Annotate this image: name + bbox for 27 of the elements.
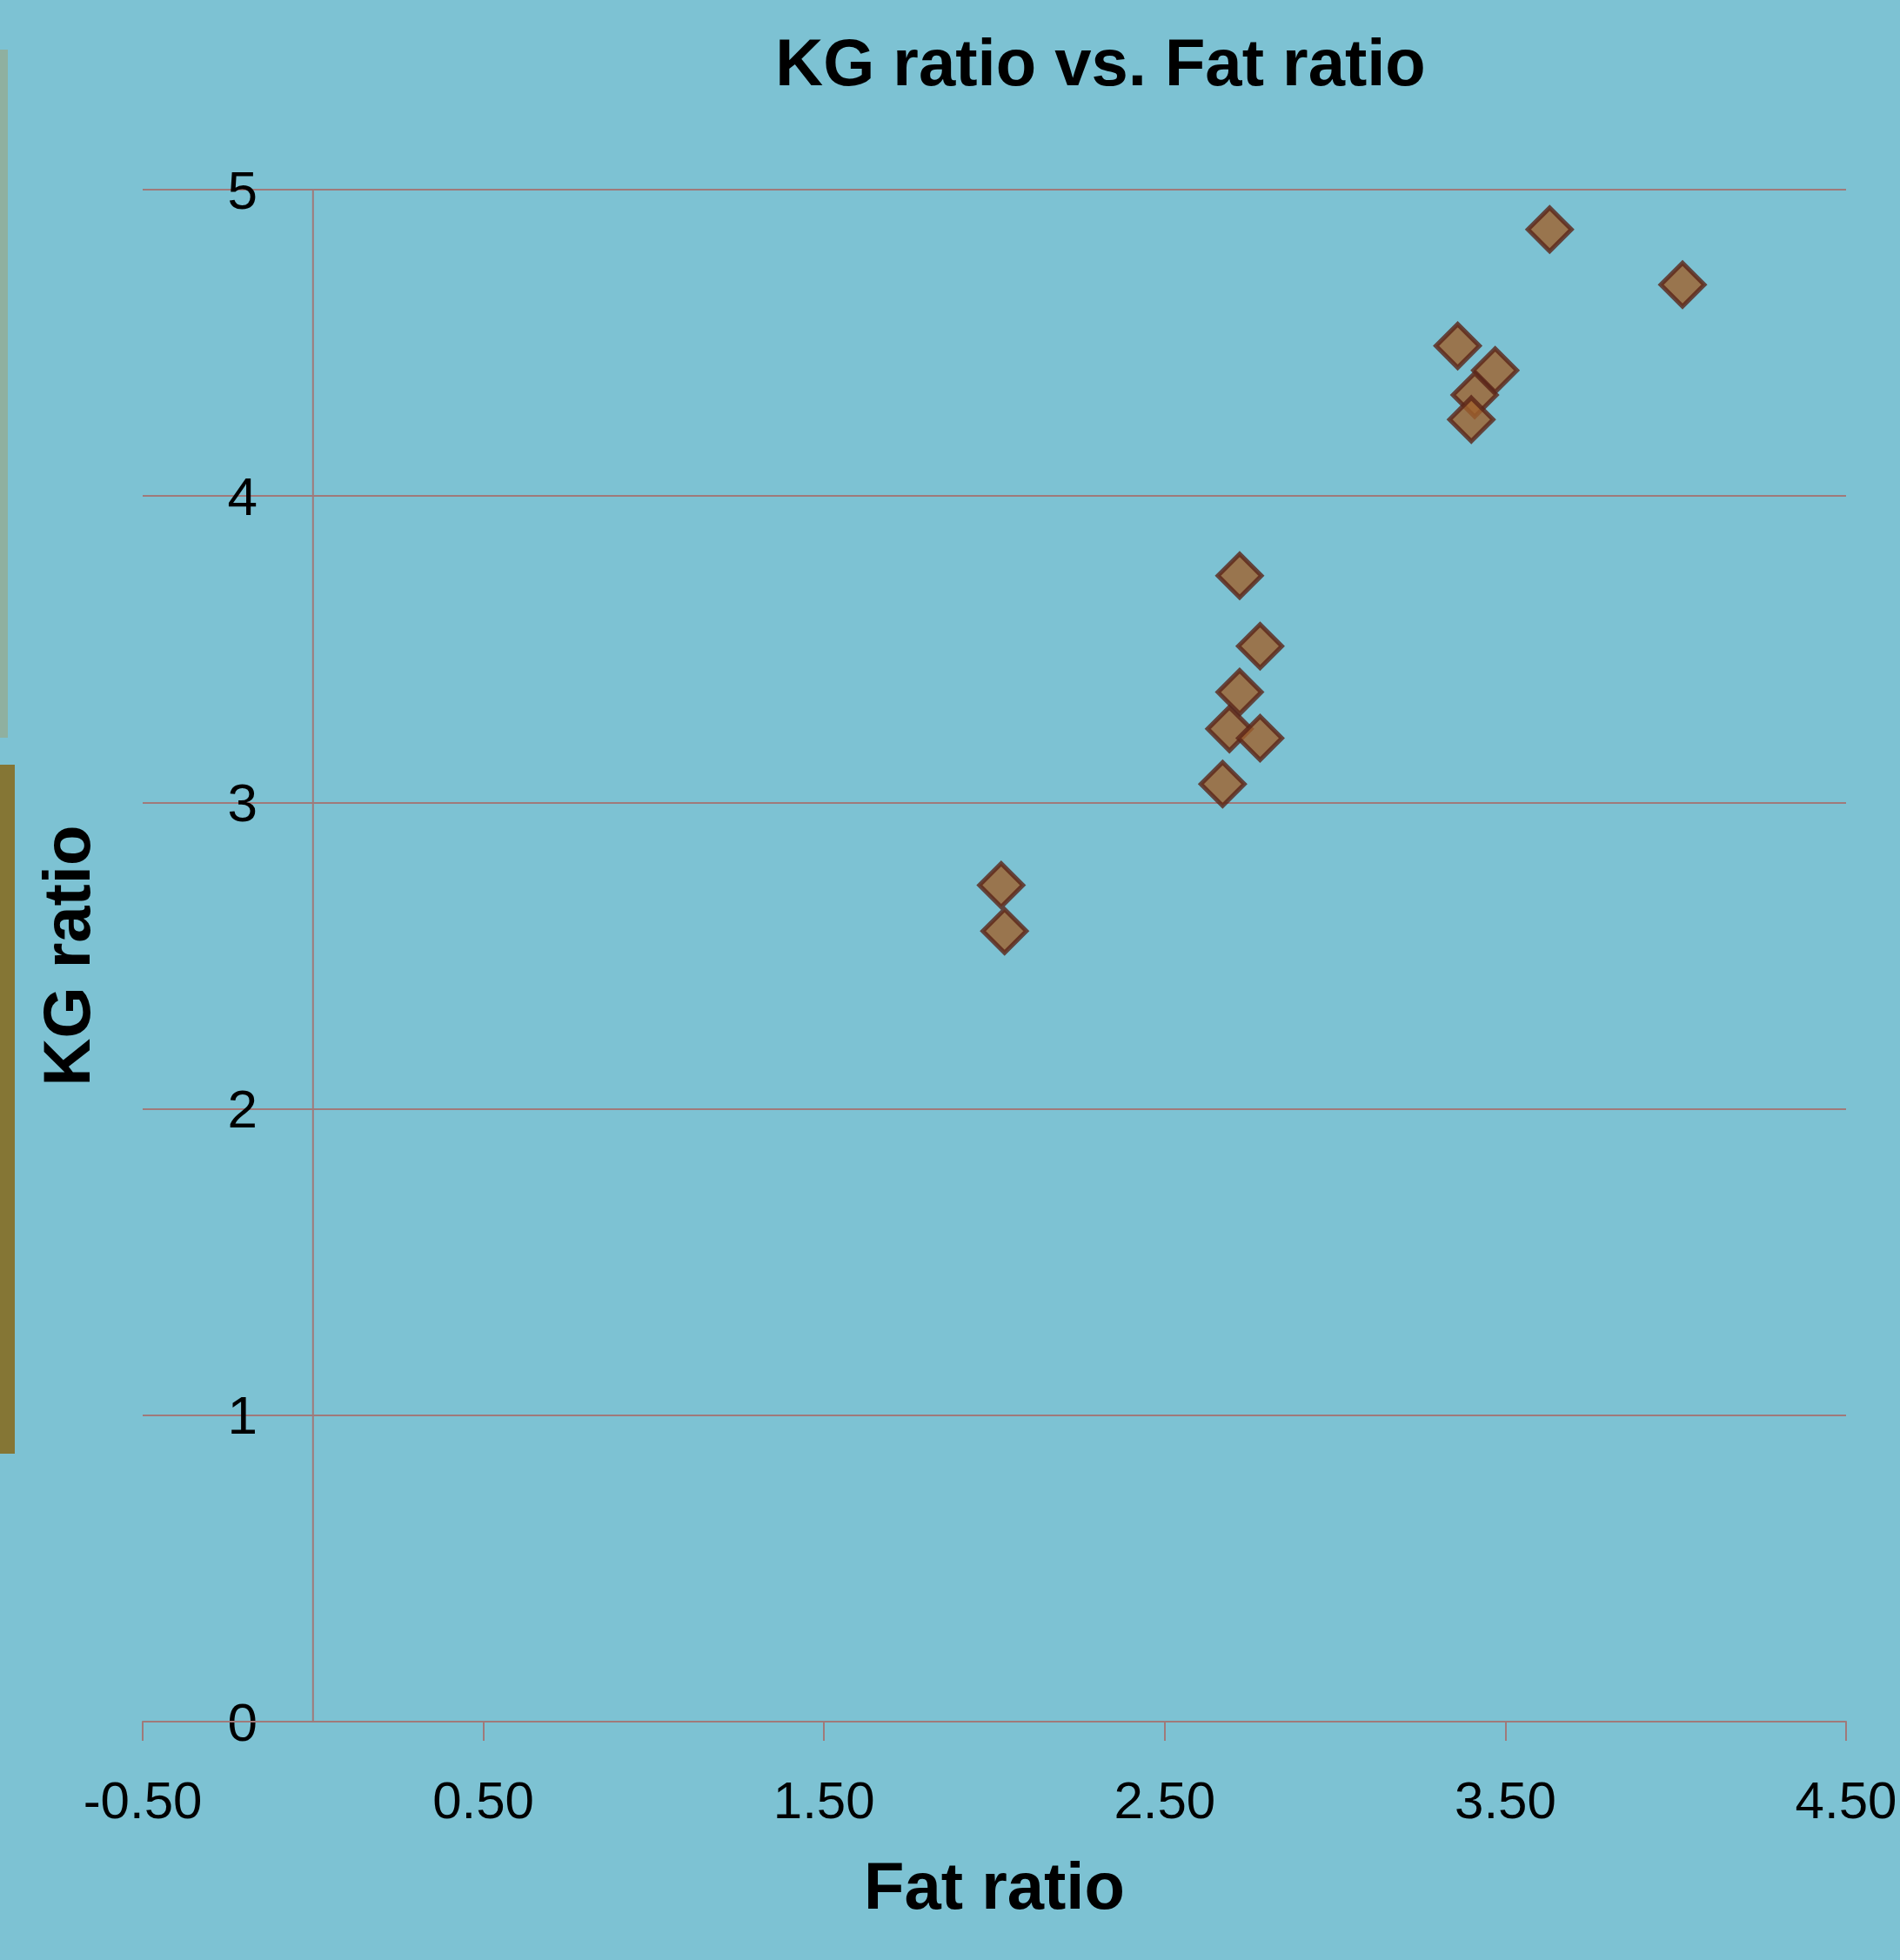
point xyxy=(1215,552,1264,600)
x-tick-label: 0.50 xyxy=(432,1770,534,1830)
point xyxy=(1658,260,1707,309)
point xyxy=(1215,668,1264,717)
point xyxy=(1525,205,1574,254)
point xyxy=(980,906,1029,955)
point xyxy=(1471,346,1520,395)
point xyxy=(1235,622,1284,671)
y-tick-label: 0 xyxy=(227,1691,258,1752)
point xyxy=(1198,759,1247,808)
x-tick-label: 1.50 xyxy=(773,1770,875,1830)
x-axis-title: Fat ratio xyxy=(864,1848,1125,1923)
x-tick-label: 4.50 xyxy=(1795,1770,1897,1830)
x-tick-label: 2.50 xyxy=(1114,1770,1216,1830)
y-tick-label: 1 xyxy=(227,1385,258,1446)
y-axis-title: KG ratio xyxy=(29,825,104,1087)
x-tick-label: -0.50 xyxy=(83,1770,203,1830)
y-tick-label: 3 xyxy=(227,772,258,833)
point xyxy=(1447,395,1495,444)
y-tick-label: 2 xyxy=(227,1079,258,1140)
y-tick-label: 5 xyxy=(227,159,258,220)
y-tick-label: 4 xyxy=(227,465,258,526)
chart-title: KG ratio vs. Fat ratio xyxy=(775,24,1426,99)
point xyxy=(1434,322,1482,371)
x-tick-label: 3.50 xyxy=(1455,1770,1556,1830)
point xyxy=(1235,713,1284,762)
point xyxy=(977,860,1026,909)
